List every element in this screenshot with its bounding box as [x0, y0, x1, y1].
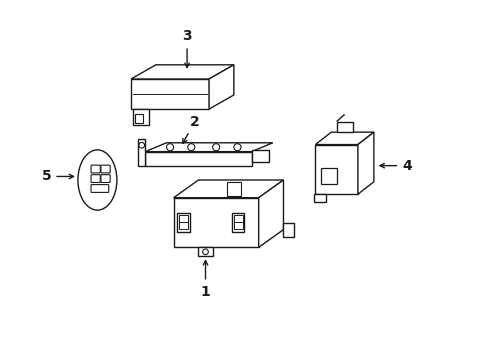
Bar: [179, 222, 187, 229]
Polygon shape: [138, 139, 145, 166]
Bar: [313, 194, 325, 202]
Bar: [233, 222, 242, 229]
Polygon shape: [145, 143, 272, 152]
Polygon shape: [145, 152, 251, 166]
Bar: [233, 215, 242, 221]
Polygon shape: [131, 65, 233, 79]
Polygon shape: [336, 122, 352, 132]
Text: 4: 4: [379, 159, 411, 173]
Polygon shape: [232, 213, 244, 232]
Text: 1: 1: [200, 261, 210, 299]
Polygon shape: [177, 213, 189, 232]
Polygon shape: [173, 180, 283, 198]
Polygon shape: [209, 65, 233, 109]
Bar: [179, 215, 187, 221]
Text: 2: 2: [183, 114, 199, 143]
Polygon shape: [357, 132, 373, 194]
Polygon shape: [258, 180, 283, 247]
FancyBboxPatch shape: [101, 165, 110, 173]
FancyBboxPatch shape: [91, 185, 108, 192]
Bar: [134, 114, 143, 123]
Bar: [320, 168, 336, 184]
Polygon shape: [315, 132, 373, 145]
Text: 5: 5: [41, 170, 73, 184]
FancyBboxPatch shape: [91, 175, 100, 183]
Bar: [226, 182, 241, 196]
FancyBboxPatch shape: [101, 175, 110, 183]
Polygon shape: [315, 145, 357, 194]
Polygon shape: [251, 150, 269, 162]
FancyBboxPatch shape: [91, 165, 100, 173]
Polygon shape: [173, 198, 258, 247]
Ellipse shape: [78, 150, 117, 210]
Polygon shape: [131, 79, 209, 109]
Polygon shape: [336, 114, 344, 122]
Bar: [198, 247, 212, 256]
Polygon shape: [133, 109, 148, 125]
Polygon shape: [283, 223, 293, 238]
Text: 3: 3: [182, 30, 191, 68]
